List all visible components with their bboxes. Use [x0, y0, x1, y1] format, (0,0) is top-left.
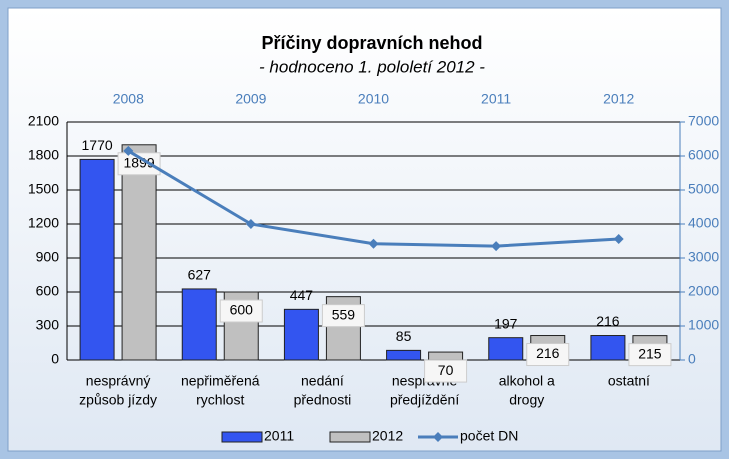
x-tick-label: ostatní [608, 373, 650, 389]
data-label: 197 [494, 315, 518, 331]
bar [488, 337, 524, 361]
x2-tick-label: 2011 [481, 91, 511, 107]
y-tick-label: 1800 [28, 147, 59, 163]
legend-swatch [329, 431, 371, 443]
x2-tick-label: 2008 [113, 91, 144, 107]
y2-tick-label: 3000 [688, 249, 719, 265]
data-label: 215 [638, 345, 662, 361]
y-tick-label: 1200 [28, 215, 59, 231]
data-label: 216 [536, 345, 560, 361]
legend-label: 2012 [372, 428, 403, 444]
line-marker [245, 219, 256, 229]
data-label: 1899 [124, 154, 155, 170]
x-tick-label: alkohol a [499, 373, 555, 389]
legend-label: 2011 [264, 428, 294, 444]
data-label-box [526, 343, 570, 367]
y2-tick-label: 5000 [688, 181, 719, 197]
line-marker [123, 145, 134, 156]
bar [590, 335, 626, 361]
y-tick-label: 2100 [28, 113, 59, 129]
y-tick-label: 0 [51, 351, 59, 367]
bar [121, 144, 157, 361]
y2-tick-label: 6000 [688, 147, 719, 163]
legend-marker [433, 432, 443, 442]
data-label: 600 [230, 302, 254, 318]
bar [79, 158, 115, 361]
y-tick-label: 900 [36, 249, 60, 265]
data-label-box [628, 343, 672, 367]
x2-tick-label: 2010 [358, 91, 389, 107]
bar [386, 349, 422, 361]
y2-tick-label: 2000 [688, 283, 719, 299]
x-tick-label: předjíždění [390, 392, 459, 408]
data-label: 85 [396, 328, 412, 344]
line-marker [613, 233, 624, 244]
data-label: 627 [188, 267, 212, 283]
y-tick-label: 600 [36, 283, 60, 299]
x-tick-label: nedání [301, 373, 344, 389]
bar [181, 288, 217, 361]
data-label: 559 [332, 306, 356, 322]
data-label: 70 [438, 362, 454, 378]
x-tick-label: přednosti [294, 392, 352, 408]
x2-tick-label: 2009 [235, 91, 266, 107]
x-tick-label: nepřiměřená [181, 373, 260, 389]
data-label: 1770 [82, 137, 113, 153]
bar [428, 351, 464, 361]
y-tick-label: 300 [36, 317, 60, 333]
y-tick-label: 1500 [28, 181, 59, 197]
data-label-box [424, 359, 468, 383]
data-label: 216 [596, 313, 620, 329]
line-marker [491, 241, 502, 252]
x-tick-label: nesprávný [86, 373, 151, 389]
data-label-box [321, 304, 365, 328]
data-label-box [117, 152, 161, 176]
legend-swatch [221, 431, 263, 443]
x-tick-label: způsob jízdy [79, 392, 157, 408]
data-label: 447 [290, 287, 314, 303]
y2-tick-label: 4000 [688, 215, 719, 231]
y2-tick-label: 1000 [688, 317, 719, 333]
legend-label: počet DN [460, 428, 518, 444]
line-marker [368, 238, 379, 249]
bar [283, 308, 319, 361]
x2-tick-label: 2012 [603, 91, 634, 107]
data-label-box [219, 299, 263, 323]
x-tick-label: rychlost [196, 392, 244, 408]
chart-subtitle: - hodnoceno 1. pololetí 2012 - [259, 57, 485, 76]
y2-tick-label: 7000 [688, 113, 719, 129]
x-tick-label: drogy [509, 392, 544, 408]
chart-title: Příčiny dopravních nehod [261, 33, 482, 53]
y2-tick-label: 0 [688, 351, 696, 367]
